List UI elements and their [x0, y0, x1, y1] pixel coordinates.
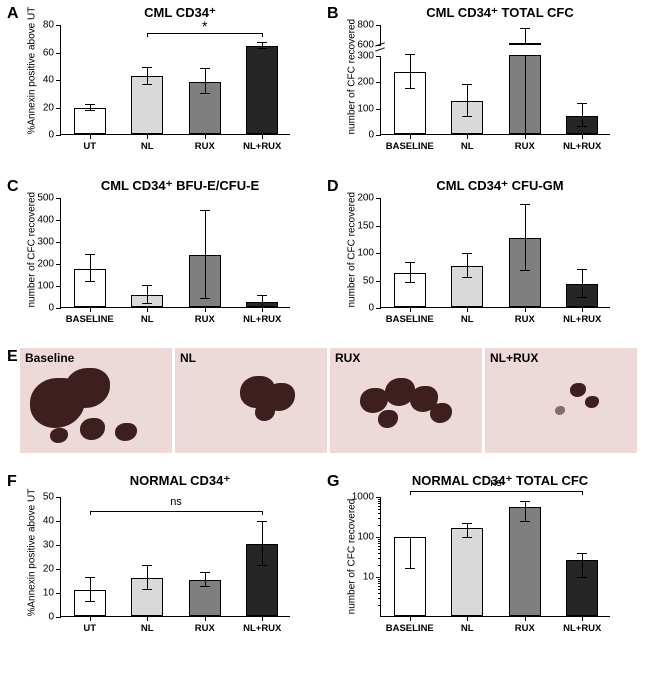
photo-label-nl: NL: [180, 351, 196, 365]
chart-C: 0100200300400500BASELINENLRUXNL+RUXnumbe…: [60, 198, 305, 308]
panel-E: E Baseline NL RUX: [5, 348, 645, 468]
x-tick-label: NL: [141, 141, 154, 152]
panel-label-D: D: [327, 178, 339, 196]
x-tick-label: NL+RUX: [243, 623, 281, 634]
panel-G: G NORMAL CD34⁺ TOTAL CFC 101001000BASELI…: [325, 473, 645, 653]
y-axis-label: number of CFC recovered: [27, 198, 38, 308]
x-tick-label: RUX: [515, 314, 535, 325]
x-tick-label: UT: [83, 623, 96, 634]
chart-title-F: NORMAL CD34⁺: [35, 473, 325, 489]
photo-label-baseline: Baseline: [25, 351, 74, 365]
chart-A: 020406080UTNLRUXNL+RUX*%Annexin positive…: [60, 25, 305, 135]
x-tick-label: NL: [461, 314, 474, 325]
panel-label-A: A: [7, 5, 19, 23]
photo-nlrux: NL+RUX: [485, 348, 637, 453]
chart-title-A: CML CD34⁺: [35, 5, 325, 21]
photo-rux: RUX: [330, 348, 482, 453]
panel-label-E: E: [7, 348, 18, 366]
x-tick-label: NL+RUX: [563, 314, 601, 325]
bar: [74, 108, 106, 134]
x-tick-label: RUX: [195, 141, 215, 152]
chart-title-B: CML CD34⁺ TOTAL CFC: [355, 5, 645, 21]
panel-A: A CML CD34⁺ 020406080UTNLRUXNL+RUX*%Anne…: [5, 5, 325, 170]
photo-label-rux: RUX: [335, 351, 360, 365]
photo-label-nlrux: NL+RUX: [490, 351, 538, 365]
x-tick-label: RUX: [195, 623, 215, 634]
panel-label-G: G: [327, 473, 339, 491]
panel-C: C CML CD34⁺ BFU-E/CFU-E 0100200300400500…: [5, 178, 325, 343]
significance-label: ns: [170, 496, 182, 508]
y-axis-label: number of CFC recovered: [347, 198, 358, 308]
photo-baseline: Baseline: [20, 348, 172, 453]
chart-D: 050100150200BASELINENLRUXNL+RUXnumber of…: [380, 198, 625, 308]
figure: A CML CD34⁺ 020406080UTNLRUXNL+RUX*%Anne…: [5, 5, 645, 653]
panel-D: D CML CD34⁺ CFU-GM 050100150200BASELINEN…: [325, 178, 645, 343]
x-tick-label: BASELINE: [66, 314, 114, 325]
bar: [246, 46, 278, 134]
chart-title-D: CML CD34⁺ CFU-GM: [355, 178, 645, 194]
chart-title-C: CML CD34⁺ BFU-E/CFU-E: [35, 178, 325, 194]
photo-grid: Baseline NL RUX N: [5, 348, 645, 453]
x-tick-label: NL: [141, 314, 154, 325]
x-tick-label: BASELINE: [386, 314, 434, 325]
x-tick-label: NL+RUX: [243, 141, 281, 152]
x-tick-label: NL: [141, 623, 154, 634]
photo-nl: NL: [175, 348, 327, 453]
bar: [131, 76, 163, 134]
panel-label-F: F: [7, 473, 17, 491]
chart-G: 101001000BASELINENLRUXNL+RUXnsnumber of …: [380, 497, 625, 617]
x-tick-label: NL+RUX: [243, 314, 281, 325]
panel-label-C: C: [7, 178, 19, 196]
x-tick-label: RUX: [195, 314, 215, 325]
y-axis-label: %Annexin positive above UT: [27, 25, 38, 135]
panel-B: B CML CD34⁺ TOTAL CFC 0100200300BASELINE…: [325, 5, 645, 170]
chart-B: 0100200300BASELINENLRUXNL+RUX600800numbe…: [380, 25, 625, 135]
chart-F: 01020304050UTNLRUXNL+RUXns%Annexin posit…: [60, 497, 305, 617]
panel-label-B: B: [327, 5, 339, 23]
y-axis-label: %Annexin positive above UT: [27, 497, 38, 617]
x-tick-label: UT: [83, 141, 96, 152]
significance-label: *: [202, 18, 207, 34]
panel-F: F NORMAL CD34⁺ 01020304050UTNLRUXNL+RUXn…: [5, 473, 325, 653]
